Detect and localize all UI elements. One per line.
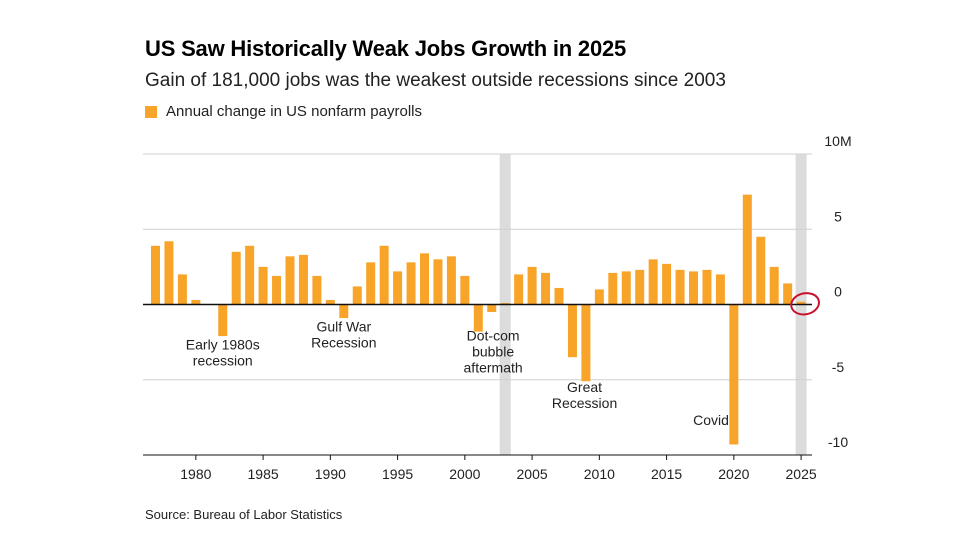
bar-1987 <box>285 256 295 305</box>
bar-2006 <box>541 272 551 305</box>
bar-2018 <box>702 269 712 305</box>
bar-1986 <box>272 275 282 305</box>
bar-2019 <box>715 274 725 305</box>
x-tick-label: 2025 <box>786 466 817 482</box>
bar-2014 <box>648 259 658 305</box>
annotation-line: aftermath <box>464 360 523 376</box>
bar-2002 <box>487 304 497 313</box>
bar-1989 <box>312 275 322 305</box>
annotation: Gulf War Recession <box>311 319 376 351</box>
bar-1988 <box>298 254 308 305</box>
bar-1994 <box>379 245 389 305</box>
annotation: Covid <box>693 412 729 428</box>
x-tick-label: 2010 <box>584 466 615 482</box>
annotation-line: Recession <box>552 395 617 411</box>
y-tick-label: -5 <box>832 359 845 375</box>
legend-swatch <box>145 105 157 118</box>
x-axis: 1980 1985 1990 1995 2000 2005 2010 2015 2020 2025 <box>143 454 817 482</box>
annotation-line: Covid <box>693 412 729 428</box>
bar-1977 <box>151 245 160 305</box>
bar-2004 <box>514 274 524 305</box>
bar-2011 <box>608 272 618 305</box>
bar-2009 <box>581 304 591 382</box>
bar-1978 <box>164 241 174 305</box>
bar-2005 <box>527 266 537 305</box>
bar-1991 <box>339 304 349 319</box>
y-tick-label: 10M <box>824 133 851 149</box>
x-tick-label: 1985 <box>248 466 279 482</box>
bar-2012 <box>621 271 631 305</box>
bar-1984 <box>245 245 255 305</box>
annotation-line: bubble <box>472 344 514 360</box>
x-tick-label: 2000 <box>449 466 480 482</box>
annotation: Early 1980s recession <box>186 337 260 369</box>
bar-1993 <box>366 262 376 305</box>
bar-2007 <box>554 287 564 305</box>
highlight-circle <box>790 292 820 316</box>
x-tick-label: 2020 <box>718 466 749 482</box>
legend-label: Annual change in US nonfarm payrolls <box>166 103 422 120</box>
bar-1998 <box>433 259 443 305</box>
bar-2001 <box>473 304 483 332</box>
chart-subtitle: Gain of 181,000 jobs was the weakest out… <box>145 70 726 91</box>
bar-1992 <box>352 286 362 305</box>
bar-1980 <box>191 299 201 305</box>
bar-2024 <box>783 283 793 305</box>
x-tick-label: 1990 <box>315 466 346 482</box>
highlight-circle-mark <box>790 292 820 316</box>
bar-2013 <box>635 269 645 305</box>
bar-2017 <box>689 271 698 305</box>
bar-2021 <box>742 194 752 305</box>
y-axis-ticks: 10M 5 0 -5 -10 <box>824 133 851 450</box>
bar-2016 <box>675 269 685 305</box>
annotation-line: Dot-com <box>467 328 520 344</box>
annotation-line: Early 1980s <box>186 337 260 353</box>
x-tick-label: 2015 <box>651 466 682 482</box>
bar-1982 <box>218 304 228 337</box>
y-tick-label: 5 <box>834 208 842 224</box>
bar-1979 <box>177 274 187 305</box>
bar-2025 <box>796 301 806 305</box>
bars <box>151 194 806 445</box>
source-note: Source: Bureau of Labor Statistics <box>145 507 343 522</box>
annotation-line: recession <box>193 353 253 369</box>
y-tick-label: 0 <box>834 284 842 300</box>
x-tick-label: 2005 <box>517 466 548 482</box>
chart-title: US Saw Historically Weak Jobs Growth in … <box>145 36 627 61</box>
x-tick-label: 1995 <box>382 466 413 482</box>
bar-2003 <box>500 302 510 305</box>
bar-2010 <box>594 289 604 305</box>
annotation: Great Recession <box>552 379 617 411</box>
bar-1996 <box>406 262 416 305</box>
annotation: Dot-com bubble aftermath <box>464 328 523 376</box>
y-tick-label: -10 <box>828 434 848 450</box>
x-tick-label: 1980 <box>180 466 211 482</box>
bar-1999 <box>446 256 456 305</box>
bar-1995 <box>393 271 403 305</box>
bar-1985 <box>258 266 268 305</box>
bar-2015 <box>662 263 672 305</box>
bar-1983 <box>231 251 241 305</box>
bar-1997 <box>420 253 429 305</box>
bar-2000 <box>460 275 470 305</box>
bar-1990 <box>325 299 335 305</box>
bar-2023 <box>769 266 779 305</box>
annotation-line: Recession <box>311 335 376 351</box>
annotation-line: Gulf War <box>316 319 371 335</box>
annotation-line: Great <box>567 379 602 395</box>
bar-2008 <box>567 304 577 358</box>
bar-2020 <box>729 304 739 445</box>
chart-legend: Annual change in US nonfarm payrolls <box>145 103 422 120</box>
bar-2022 <box>756 236 766 305</box>
